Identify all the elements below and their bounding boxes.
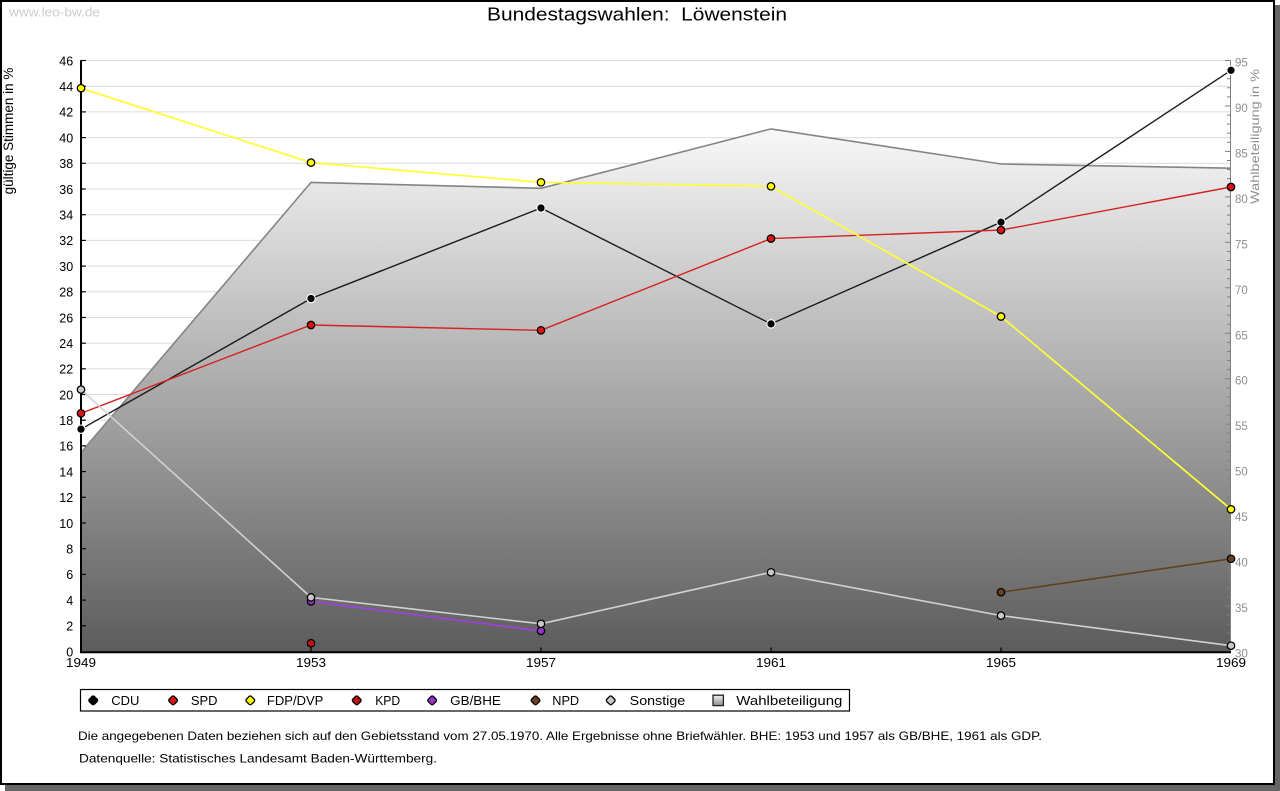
svg-text:38: 38: [59, 157, 73, 171]
svg-text:36: 36: [59, 183, 73, 197]
svg-text:14: 14: [59, 465, 73, 479]
svg-text:32: 32: [59, 234, 73, 248]
svg-text:16: 16: [59, 440, 73, 454]
svg-text:1953: 1953: [296, 656, 326, 670]
svg-text:45: 45: [1235, 512, 1248, 524]
svg-text:1969: 1969: [1216, 656, 1246, 670]
svg-text:1957: 1957: [526, 656, 556, 670]
svg-text:www.leo-bw.de: www.leo-bw.de: [8, 6, 100, 20]
svg-text:NPD: NPD: [552, 694, 579, 708]
svg-text:75: 75: [1235, 239, 1248, 251]
svg-text:KPD: KPD: [375, 694, 400, 708]
svg-text:GB/BHE: GB/BHE: [450, 694, 501, 708]
svg-text:Bundestagswahlen: Löwenstein: Bundestagswahlen: Löwenstein: [487, 5, 787, 25]
svg-text:CDU: CDU: [111, 694, 139, 708]
svg-text:26: 26: [59, 311, 73, 325]
svg-text:70: 70: [1235, 285, 1248, 297]
svg-text:Sonstige: Sonstige: [630, 694, 686, 708]
svg-text:24: 24: [59, 337, 73, 351]
svg-text:44: 44: [59, 80, 73, 94]
svg-text:1949: 1949: [66, 656, 96, 670]
svg-text:90: 90: [1235, 103, 1248, 115]
svg-text:12: 12: [59, 491, 73, 505]
svg-text:Wahlbeteiligung: Wahlbeteiligung: [736, 694, 842, 708]
svg-text:95: 95: [1235, 58, 1248, 70]
svg-text:1965: 1965: [986, 656, 1016, 670]
svg-text:85: 85: [1235, 148, 1248, 160]
svg-text:Die angegebenen Daten beziehen: Die angegebenen Daten beziehen sich auf …: [78, 729, 1042, 743]
svg-text:28: 28: [59, 286, 73, 300]
svg-text:FDP/DVP: FDP/DVP: [267, 694, 324, 708]
svg-text:SPD: SPD: [191, 694, 218, 708]
svg-text:10: 10: [59, 517, 73, 531]
svg-text:80: 80: [1235, 194, 1248, 206]
svg-text:0: 0: [66, 645, 73, 659]
svg-text:4: 4: [66, 594, 73, 608]
svg-text:50: 50: [1235, 467, 1248, 479]
svg-text:2: 2: [66, 620, 73, 634]
svg-text:Wahlbeteiligung in %: Wahlbeteiligung in %: [1248, 69, 1262, 204]
svg-text:Datenquelle: Statistisches Lan: Datenquelle: Statistisches Landesamt Bad…: [79, 752, 437, 766]
svg-text:30: 30: [1235, 649, 1248, 661]
svg-text:22: 22: [59, 363, 73, 377]
svg-text:18: 18: [59, 414, 73, 428]
svg-text:40: 40: [1235, 558, 1248, 570]
svg-text:42: 42: [59, 106, 73, 120]
svg-text:20: 20: [59, 388, 73, 402]
svg-text:46: 46: [59, 54, 73, 68]
svg-text:55: 55: [1235, 421, 1248, 433]
svg-text:30: 30: [59, 260, 73, 274]
svg-text:6: 6: [66, 568, 73, 582]
svg-text:gültige Stimmen in %: gültige Stimmen in %: [1, 68, 16, 195]
svg-text:34: 34: [59, 209, 73, 223]
svg-text:35: 35: [1235, 603, 1248, 615]
svg-text:65: 65: [1235, 330, 1248, 342]
svg-text:1961: 1961: [756, 656, 786, 670]
svg-text:40: 40: [59, 131, 73, 145]
svg-text:8: 8: [66, 543, 73, 557]
svg-text:60: 60: [1235, 376, 1248, 388]
